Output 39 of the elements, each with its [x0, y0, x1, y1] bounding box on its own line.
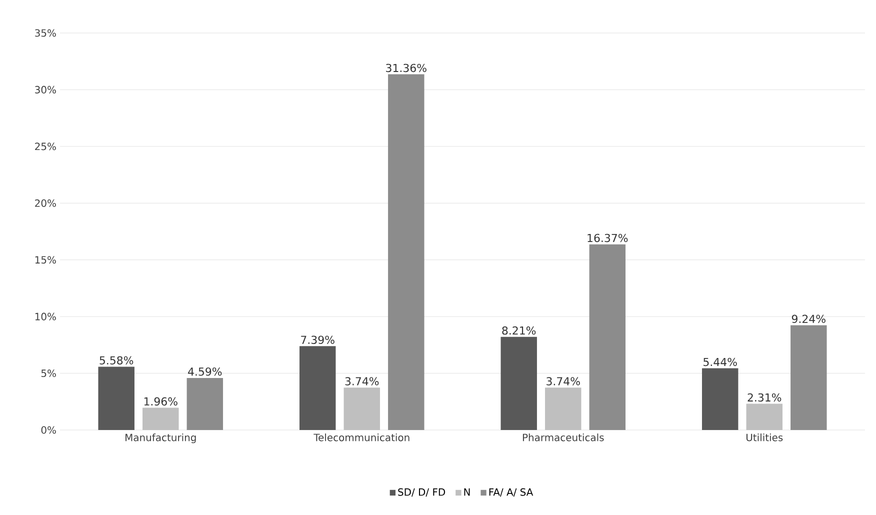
- data-label: 9.24%: [792, 314, 826, 323]
- y-tick-label: 15%: [35, 256, 56, 264]
- data-label: 3.74%: [546, 377, 580, 386]
- bar: [589, 244, 626, 430]
- x-tick-label: Utilities: [746, 434, 783, 442]
- bar: [98, 366, 134, 430]
- bar: [500, 336, 537, 430]
- legend-label: N: [464, 488, 470, 496]
- y-tick-label: 20%: [35, 199, 56, 207]
- y-tick-label: 30%: [35, 86, 56, 94]
- data-label: 5.58%: [100, 356, 134, 365]
- x-tick-label: Telecommunication: [314, 434, 410, 442]
- y-tick-label: 35%: [35, 29, 56, 37]
- y-tick-label: 0%: [41, 426, 56, 434]
- data-label: 7.39%: [301, 336, 334, 344]
- legend-label: SD/ D/ FD: [398, 488, 446, 497]
- bar: [388, 74, 424, 430]
- bar: [545, 388, 582, 430]
- bar: [790, 325, 827, 430]
- bar: [142, 408, 179, 430]
- bar: [186, 378, 224, 430]
- data-label: 2.31%: [748, 393, 782, 402]
- y-tick-label: 5%: [41, 370, 56, 378]
- data-label: 8.21%: [502, 326, 536, 335]
- data-label: 3.74%: [345, 377, 379, 386]
- data-label: 31.36%: [386, 64, 426, 72]
- data-label: 16.37%: [588, 234, 628, 242]
- bar: [746, 404, 782, 430]
- legend-label: FA/ A/ SA: [489, 488, 534, 497]
- bar: [299, 346, 336, 430]
- data-label: 1.96%: [144, 397, 178, 406]
- x-tick-label: Manufacturing: [126, 434, 196, 444]
- bar: [344, 388, 380, 430]
- x-tick-label: Pharmaceuticals: [522, 434, 604, 442]
- bar: [702, 368, 738, 430]
- y-tick-label: 10%: [35, 312, 56, 320]
- y-tick-label: 25%: [35, 142, 56, 150]
- data-label: 5.44%: [704, 358, 737, 366]
- data-label: 4.59%: [188, 367, 222, 376]
